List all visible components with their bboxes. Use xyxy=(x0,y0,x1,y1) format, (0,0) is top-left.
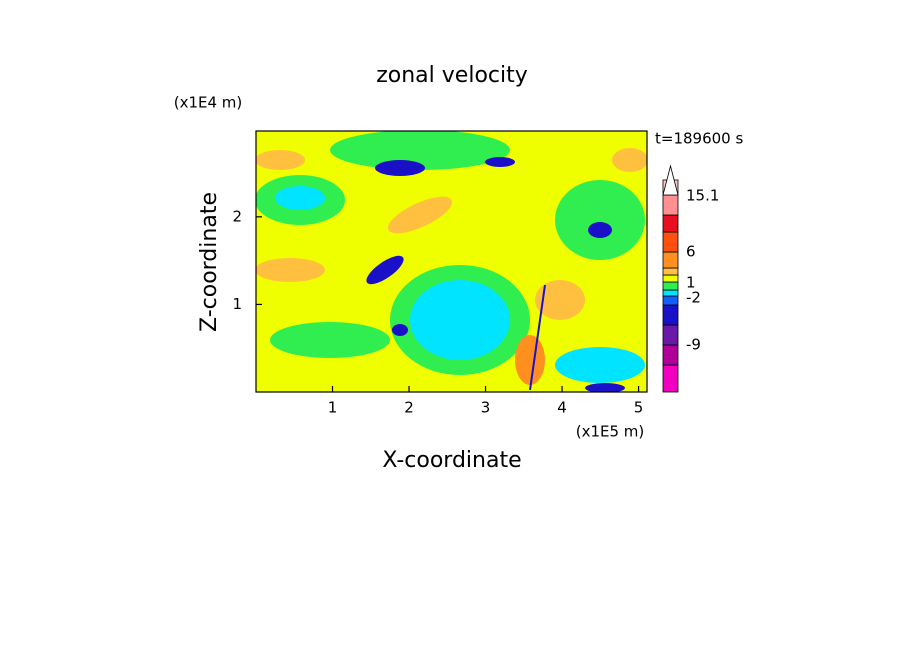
x-tick-label: 4 xyxy=(557,399,567,417)
colorbar-label: 6 xyxy=(686,243,696,261)
y-tick-label: 2 xyxy=(232,207,242,225)
colorbar-box xyxy=(662,304,679,326)
chart-title: zonal velocity xyxy=(376,63,528,88)
colorbar-box xyxy=(662,289,679,297)
y-unit: (x1E4 m) xyxy=(174,94,243,112)
x-tick-label: 1 xyxy=(328,399,338,417)
colorbar-box xyxy=(662,194,679,216)
colorbar-label: -2 xyxy=(686,289,701,307)
colorbar-box xyxy=(662,214,679,233)
y-tick-label: 1 xyxy=(232,295,242,313)
colorbar-label: 1 xyxy=(686,274,696,292)
x-tick-label: 3 xyxy=(481,399,491,417)
time-annotation: t=189600 s xyxy=(655,130,743,148)
colorbar-arrow xyxy=(662,164,679,196)
colorbar-box xyxy=(662,281,679,291)
colorbar-label: -9 xyxy=(686,336,701,354)
colorbar-box xyxy=(662,324,679,346)
x-tick-label: 2 xyxy=(404,399,414,417)
x-axis-title: X-coordinate xyxy=(382,448,521,473)
colorbar-box xyxy=(662,231,679,253)
colorbar-box xyxy=(662,274,679,283)
colorbar-box xyxy=(662,251,679,269)
x-tick-label: 5 xyxy=(634,399,644,417)
plot-frame xyxy=(255,130,648,393)
y-axis-title: Z-coordinate xyxy=(197,192,222,332)
colorbar-box xyxy=(662,364,679,393)
colorbar-box xyxy=(662,295,679,306)
colorbar-box xyxy=(662,344,679,366)
colorbar-box xyxy=(662,267,679,276)
colorbar-label: 15.1 xyxy=(686,187,719,205)
contour-field xyxy=(256,131,647,392)
x-unit: (x1E5 m) xyxy=(576,423,645,441)
